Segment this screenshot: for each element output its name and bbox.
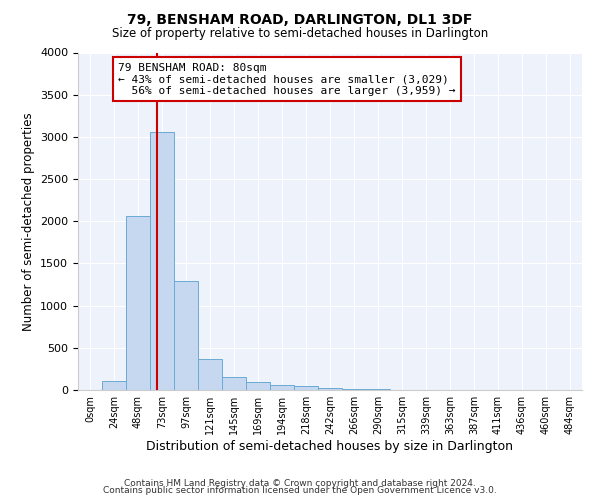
Text: Size of property relative to semi-detached houses in Darlington: Size of property relative to semi-detach… [112,28,488,40]
Bar [366,389,390,390]
Text: Contains HM Land Registry data © Crown copyright and database right 2024.: Contains HM Land Registry data © Crown c… [124,478,476,488]
Bar [222,377,246,390]
Y-axis label: Number of semi-detached properties: Number of semi-detached properties [22,112,35,330]
Bar [102,380,126,390]
Bar [150,132,174,390]
Bar [318,388,342,390]
Bar [270,384,294,390]
Text: 79 BENSHAM ROAD: 80sqm
← 43% of semi-detached houses are smaller (3,029)
  56% o: 79 BENSHAM ROAD: 80sqm ← 43% of semi-det… [118,62,456,96]
Bar [246,382,270,390]
X-axis label: Distribution of semi-detached houses by size in Darlington: Distribution of semi-detached houses by … [146,440,514,453]
Bar [126,216,150,390]
Bar [174,281,198,390]
Bar [198,359,222,390]
Bar [294,386,318,390]
Text: Contains public sector information licensed under the Open Government Licence v3: Contains public sector information licen… [103,486,497,495]
Text: 79, BENSHAM ROAD, DARLINGTON, DL1 3DF: 79, BENSHAM ROAD, DARLINGTON, DL1 3DF [127,12,473,26]
Bar [342,389,366,390]
